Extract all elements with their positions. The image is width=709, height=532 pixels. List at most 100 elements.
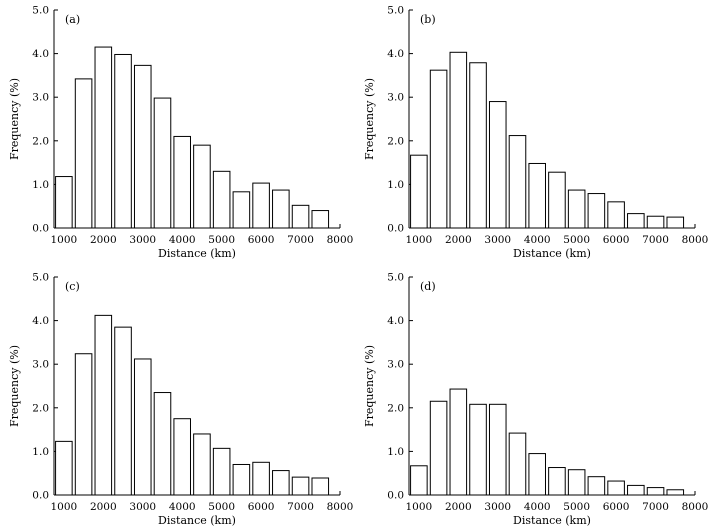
- histogram-bar: [508, 432, 527, 496]
- y-tick-label: 2.0: [32, 135, 49, 147]
- x-tick-label: 4000: [169, 234, 196, 246]
- histogram-bar: [429, 69, 448, 229]
- histogram-bar: [133, 64, 152, 229]
- histogram-bar: [587, 193, 606, 229]
- y-axis-title: Frequency (%): [8, 345, 21, 427]
- y-tick-label: 5.0: [32, 5, 49, 17]
- histogram-bar: [528, 162, 546, 229]
- histogram-bar: [252, 182, 270, 229]
- histogram-bar: [548, 467, 566, 496]
- histogram-bar: [410, 465, 428, 496]
- histogram-bar: [469, 62, 487, 229]
- x-tick-label: 1000: [50, 234, 77, 246]
- histogram-bar: [212, 170, 231, 229]
- x-tick-label: 5000: [208, 234, 235, 246]
- histogram-bar: [55, 440, 73, 496]
- x-tick-label: 4000: [169, 501, 196, 513]
- histogram-bar: [508, 135, 527, 229]
- x-axis-title: Distance (km): [158, 247, 236, 260]
- y-tick-label: 5.0: [32, 272, 49, 284]
- histogram-bar: [311, 477, 330, 496]
- x-tick-label: 7000: [642, 501, 669, 513]
- panel-label: (a): [65, 13, 80, 26]
- y-tick-label: 1.0: [387, 179, 404, 191]
- histogram-bar: [666, 216, 685, 229]
- histogram-bar: [291, 476, 310, 496]
- histogram-bar: [74, 78, 93, 229]
- x-tick-label: 5000: [563, 234, 590, 246]
- x-tick-label: 2000: [90, 234, 117, 246]
- histogram-bar: [449, 388, 468, 496]
- x-tick-label: 3000: [129, 501, 156, 513]
- panel-label: (d): [420, 280, 436, 293]
- histogram-bar: [429, 400, 448, 496]
- x-tick-label: 6000: [603, 501, 630, 513]
- histogram-bar: [567, 469, 586, 496]
- y-tick-label: 0.0: [387, 490, 404, 502]
- chart-panel-3: 0.0 1.0 2.0 3.0 4.0 5.0 1000 2000 3000 4000 5000 60…: [8, 272, 353, 528]
- x-tick-label: 3000: [484, 234, 511, 246]
- x-tick-label: 5000: [563, 501, 590, 513]
- x-axis-title: Distance (km): [513, 247, 591, 260]
- histogram-bar: [114, 326, 132, 496]
- histogram-bar: [94, 46, 113, 229]
- x-tick-label: 5000: [208, 501, 235, 513]
- y-tick-label: 2.0: [387, 402, 404, 414]
- x-tick-label: 2000: [445, 234, 472, 246]
- y-tick-label: 5.0: [387, 272, 404, 284]
- histogram-bar: [94, 314, 113, 496]
- histogram-bar: [607, 480, 625, 496]
- y-tick-label: 0.0: [32, 490, 49, 502]
- x-tick-label: 1000: [405, 234, 432, 246]
- y-axis-title: Frequency (%): [363, 78, 376, 160]
- x-tick-label: 3000: [129, 234, 156, 246]
- histogram-bar: [311, 210, 330, 229]
- x-axis-title: Distance (km): [513, 514, 591, 527]
- histogram-bar: [646, 487, 665, 496]
- histogram-bar: [232, 463, 251, 496]
- histogram-bar: [666, 489, 685, 496]
- y-tick-label: 3.0: [387, 359, 404, 371]
- y-tick-label: 4.0: [387, 315, 404, 327]
- chart-panel-4: 0.0 1.0 2.0 3.0 4.0 5.0 1000 2000 3000 4000 5000 60…: [363, 272, 708, 528]
- histogram-bar: [133, 358, 152, 496]
- y-tick-label: 3.0: [387, 92, 404, 104]
- panel-label: (b): [420, 13, 436, 26]
- y-tick-label: 1.0: [32, 446, 49, 458]
- x-tick-label: 2000: [445, 501, 472, 513]
- y-tick-label: 4.0: [32, 315, 49, 327]
- x-tick-label: 2000: [90, 501, 117, 513]
- x-tick-label: 7000: [287, 234, 314, 246]
- x-tick-label: 7000: [642, 234, 669, 246]
- y-tick-label: 0.0: [32, 223, 49, 235]
- histogram-bar: [528, 453, 546, 496]
- histogram-bar: [272, 189, 290, 229]
- histogram-bar: [607, 201, 625, 229]
- histogram-bar: [153, 97, 172, 229]
- histogram-bar: [193, 144, 211, 229]
- x-tick-label: 8000: [327, 501, 354, 513]
- histogram-bar: [488, 101, 507, 229]
- chart-panel-2: 0.0 1.0 2.0 3.0 4.0 5.0 1000 2000 3000 4000 5000 60…: [363, 5, 708, 261]
- histogram-bar: [449, 51, 468, 229]
- x-tick-label: 3000: [484, 501, 511, 513]
- x-tick-label: 6000: [248, 234, 275, 246]
- histogram-bar: [212, 447, 231, 496]
- histogram-bar: [587, 476, 606, 496]
- histogram-bar: [627, 484, 645, 496]
- histogram-bar: [173, 418, 191, 496]
- y-tick-label: 0.0: [387, 223, 404, 235]
- y-tick-label: 1.0: [32, 179, 49, 191]
- histogram-bar: [469, 403, 487, 496]
- histogram-bar: [153, 392, 172, 496]
- histogram-bar: [488, 403, 507, 496]
- y-axis-title: Frequency (%): [363, 345, 376, 427]
- y-axis-title: Frequency (%): [8, 78, 21, 160]
- histogram-bar: [291, 204, 310, 229]
- histogram-bar: [173, 135, 191, 229]
- histogram-bar: [627, 213, 645, 229]
- y-tick-label: 5.0: [387, 5, 404, 17]
- histogram-bar: [548, 171, 566, 229]
- panel-label: (c): [65, 280, 80, 293]
